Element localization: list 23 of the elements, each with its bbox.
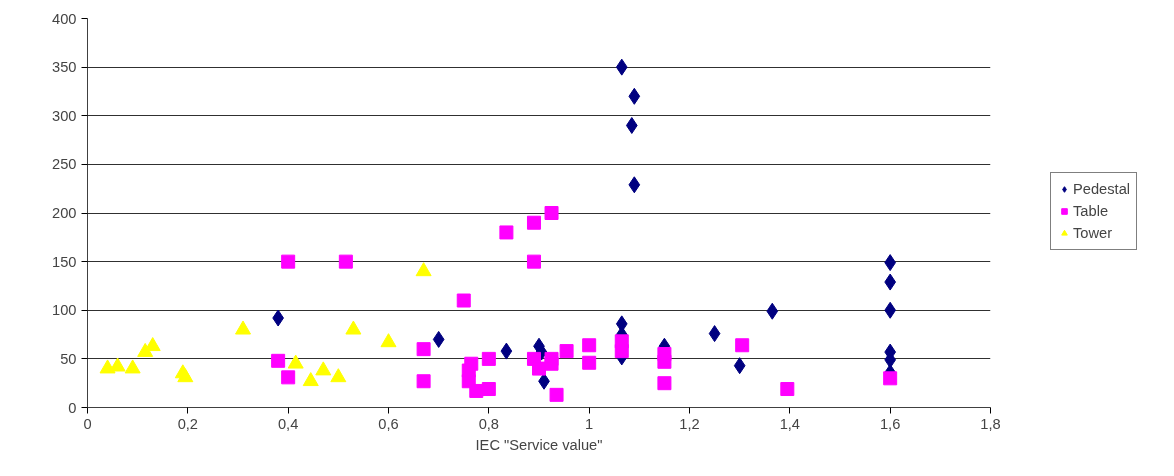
x-tick-label: 0,6 <box>378 415 399 432</box>
x-tick-label: 0,2 <box>177 415 199 432</box>
x-tick-label: 1,4 <box>779 415 801 432</box>
y-tick-label: 350 <box>52 59 77 76</box>
y-tick-label: 50 <box>60 350 77 367</box>
x-axis-title: IEC "Service value" <box>475 436 603 453</box>
x-tick-label: 0,4 <box>277 415 299 432</box>
y-tick-label: 300 <box>52 107 77 124</box>
y-tick-label: 400 <box>52 10 77 27</box>
x-tick-label: 1,2 <box>679 415 700 432</box>
y-tick-label: 150 <box>52 253 77 270</box>
y-tick-label: 250 <box>52 156 77 173</box>
x-tick-label: 1,8 <box>980 415 1001 432</box>
y-tick-label: 0 <box>68 399 77 416</box>
x-tick-label: 0,8 <box>478 415 500 432</box>
x-tick-label: 0 <box>83 415 92 432</box>
y-tick-label: 100 <box>52 302 77 319</box>
y-tick-label: 200 <box>52 205 77 221</box>
x-tick-label: 1 <box>585 415 594 432</box>
x-tick-label: 1,6 <box>879 415 901 432</box>
legend-label: Table <box>1073 203 1109 219</box>
legend-label: Tower <box>1073 225 1113 241</box>
legend-label: Pedestal <box>1073 181 1131 197</box>
